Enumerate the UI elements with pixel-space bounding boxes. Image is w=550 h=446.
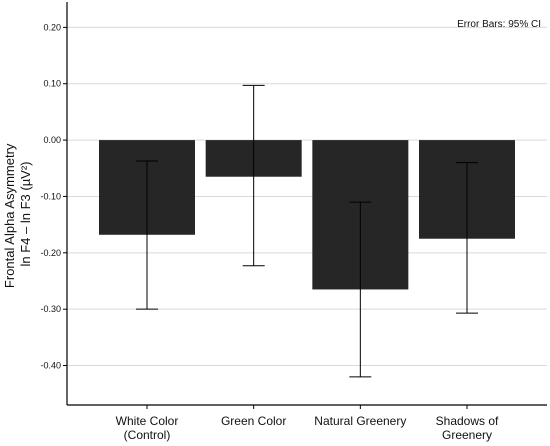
category-label-line: Shadows of xyxy=(436,414,499,428)
category-label: Green Color xyxy=(221,414,286,428)
category-label-line: (Control) xyxy=(124,428,171,442)
category-label: Natural Greenery xyxy=(314,414,406,428)
y-tick-label: -0.40 xyxy=(40,361,61,371)
y-tick-label: 0.00 xyxy=(43,135,61,145)
y-tick-label: 0.10 xyxy=(43,79,61,89)
y-axis-title-line-1: Frontal Alpha Asymmetry xyxy=(2,143,17,288)
y-tick-label: -0.10 xyxy=(40,191,61,201)
category-label: White Color (Control) xyxy=(116,414,179,442)
y-tick-label: -0.20 xyxy=(40,248,61,258)
axes xyxy=(63,2,547,409)
y-tick-label: 0.20 xyxy=(43,22,61,32)
category-label-line: Greenery xyxy=(442,428,492,442)
y-axis-title-line-2: ln F4 – ln F3 (µV²) xyxy=(18,161,33,266)
y-tick-label: -0.30 xyxy=(40,304,61,314)
category-label-line: White Color xyxy=(116,414,179,428)
y-axis-title: Frontal Alpha Asymmetry ln F4 – ln F3 (µ… xyxy=(2,140,33,288)
category-label-line: Green Color xyxy=(221,414,286,428)
category-label: Shadows of Greenery xyxy=(436,414,499,442)
error-bars-note: Error Bars: 95% CI xyxy=(457,19,541,30)
bars xyxy=(99,140,515,290)
error-bars xyxy=(136,84,478,378)
labels: 0.20 0.10 0.00 -0.10 -0.20 -0.30 -0.40 White Co… xyxy=(40,22,499,442)
category-label-line: Natural Greenery xyxy=(314,414,406,428)
